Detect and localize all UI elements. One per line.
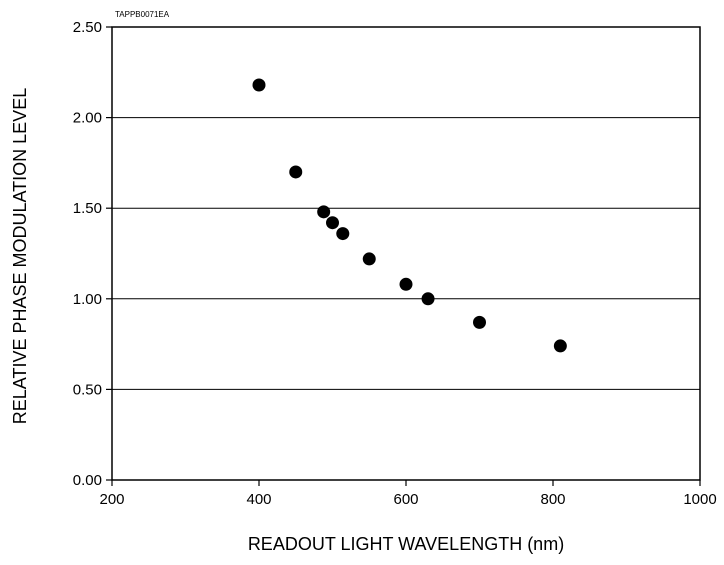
data-point — [336, 227, 350, 241]
y-tick-label: 2.50 — [73, 19, 102, 36]
x-axis-title: READOUT LIGHT WAVELENGTH (nm) — [248, 534, 564, 554]
y-tick-label: 1.50 — [73, 200, 102, 217]
y-tick-label: 2.00 — [73, 110, 102, 127]
data-point — [421, 292, 435, 306]
figure-code-label: TAPPB0071EA — [115, 10, 170, 19]
y-axis-title: RELATIVE PHASE MODULATION LEVEL — [10, 88, 30, 424]
x-tick-label: 1000 — [683, 491, 716, 508]
x-tick-label: 600 — [393, 491, 418, 508]
x-tick-label: 800 — [540, 491, 565, 508]
x-tick-label: 400 — [246, 491, 271, 508]
data-point — [317, 205, 331, 219]
data-point — [362, 252, 376, 266]
x-axis-ticks: 200 400 600 800 1000 — [99, 480, 717, 508]
data-point — [289, 165, 303, 179]
y-tick-label: 0.00 — [73, 472, 102, 489]
data-point — [326, 216, 339, 230]
y-axis-ticks: 0.00 0.50 1.00 1.50 2.00 2.50 — [73, 19, 112, 489]
data-point — [473, 315, 486, 329]
x-tick-label: 200 — [99, 491, 124, 508]
y-tick-label: 1.00 — [73, 291, 102, 308]
plot-frame — [111, 26, 701, 481]
grid-lines — [112, 117, 700, 390]
data-point — [252, 78, 266, 92]
y-tick-label: 0.50 — [73, 381, 102, 398]
data-point — [553, 339, 567, 353]
data-points — [252, 78, 567, 353]
data-point — [399, 277, 413, 291]
